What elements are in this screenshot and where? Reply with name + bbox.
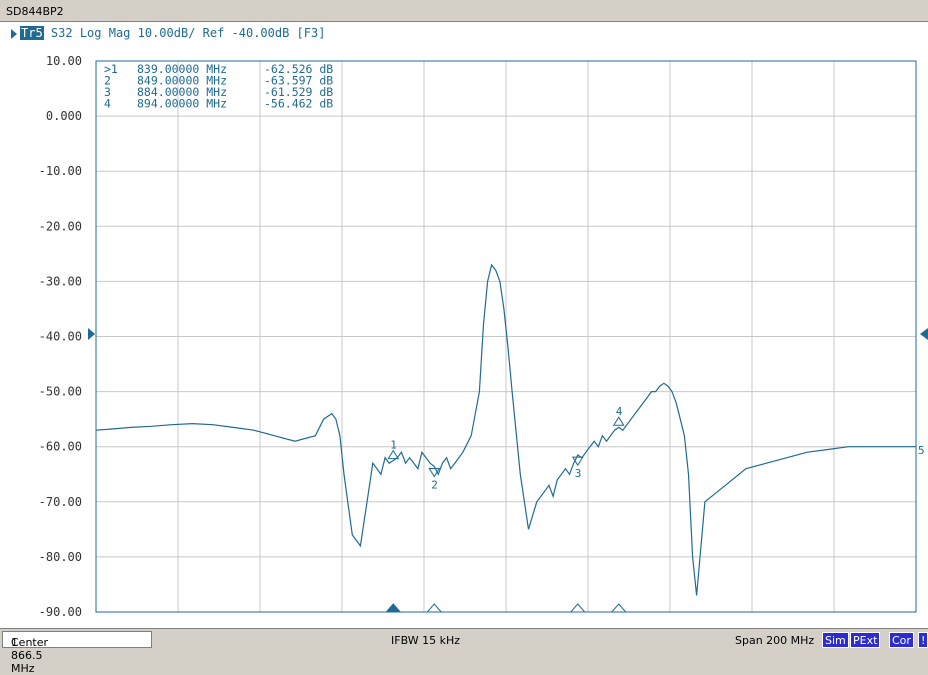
marker-bottom-icon xyxy=(426,603,443,613)
pext-badge[interactable]: PExt xyxy=(850,632,881,648)
y-tick-label: -50.00 xyxy=(39,385,82,399)
cor-badge[interactable]: Cor xyxy=(889,632,914,648)
marker-label: 3 xyxy=(575,467,582,480)
marker-label: 2 xyxy=(431,479,438,492)
chart-area[interactable]: 10.00 0.000 -10.00 -20.00 -30.00 -40.00 -50.00… xyxy=(0,22,928,628)
y-tick-label: -10.00 xyxy=(39,164,82,178)
y-tick-label: -70.00 xyxy=(39,495,82,509)
marker-triangle-icon xyxy=(571,456,584,467)
warning-badge[interactable]: ! xyxy=(918,632,928,648)
trace-header[interactable]: Tr5 S32 Log Mag 10.00dB/ Ref -40.00dB [F… xyxy=(0,26,325,40)
y-tick-label: 0.000 xyxy=(46,109,82,123)
marker-table-value: -63.597 dB xyxy=(264,74,333,88)
y-tick-label: -40.00 xyxy=(39,330,82,344)
y-tick-label: -30.00 xyxy=(39,274,82,288)
y-tick-label: -60.00 xyxy=(39,440,82,454)
center-frequency: Center 866.5 MHz xyxy=(11,636,49,675)
chart-grid xyxy=(96,61,916,612)
marker-table-value: -62.526 dB xyxy=(264,62,333,76)
marker-bottom-icon xyxy=(569,603,586,613)
marker-bottom-indicators xyxy=(385,603,627,613)
marker-table-freq: 894.00000 MHz xyxy=(137,97,227,111)
marker-triangle-icon xyxy=(612,416,625,426)
span-label[interactable]: Span 200 MHz xyxy=(735,634,815,647)
reference-right-icon xyxy=(920,328,928,340)
y-tick-label: -90.00 xyxy=(39,605,82,619)
marker-table-freq: 849.00000 MHz xyxy=(137,74,227,88)
sim-badge[interactable]: Sim xyxy=(822,632,849,648)
marker-label: 1 xyxy=(390,439,397,452)
marker-table-freq: 884.00000 MHz xyxy=(137,85,227,99)
window-title: SD844BP2 xyxy=(6,5,64,18)
active-trace-arrow-icon xyxy=(11,28,17,39)
marker-table-label: >1 xyxy=(104,62,118,76)
reference-left-icon xyxy=(88,328,95,340)
marker-table-value: -56.462 dB xyxy=(264,97,333,111)
chart-frame xyxy=(95,60,917,613)
trace-panel: Tr5 S32 Log Mag 10.00dB/ Ref -40.00dB [F… xyxy=(0,22,928,628)
y-tick-label: -80.00 xyxy=(39,550,82,564)
y-tick-label: 10.00 xyxy=(46,54,82,68)
channel-number: 1 xyxy=(11,636,18,649)
marker-bottom-icon xyxy=(610,603,627,613)
marker-triangle-icon xyxy=(428,468,441,478)
y-tick-labels: 10.00 0.000 -10.00 -20.00 -30.00 -40.00 -50.00… xyxy=(39,54,82,619)
marker-table-freq: 839.00000 MHz xyxy=(137,62,227,76)
y-tick-label: -20.00 xyxy=(39,219,82,233)
channel-center-field[interactable]: 1 Center 866.5 MHz xyxy=(2,631,152,675)
marker-points: 1 2 3 4 xyxy=(387,405,625,492)
marker-table: >1 839.00000 MHz -62.526 dB 2 849.00000 MHz -… xyxy=(104,62,333,111)
trace-line-s32 xyxy=(95,263,916,596)
marker-table-value: -61.529 dB xyxy=(264,85,333,99)
trace-description: S32 Log Mag 10.00dB/ Ref -40.00dB [F3] xyxy=(50,26,326,40)
marker-bottom-icon xyxy=(385,603,402,613)
ifbw-label[interactable]: IFBW 15 kHz xyxy=(391,634,461,647)
marker-table-label: 2 xyxy=(104,74,111,88)
status-bar: 1 Center 866.5 MHz IFBW 15 kHz Span 200 … xyxy=(0,628,928,675)
trace-end-label: 5 xyxy=(918,444,925,457)
trace-id-badge[interactable]: Tr5 xyxy=(20,26,44,40)
marker-table-label: 3 xyxy=(104,85,111,99)
marker-table-label: 4 xyxy=(104,97,111,111)
marker-triangle-icon xyxy=(387,449,400,460)
window-titlebar: SD844BP2 xyxy=(0,0,928,22)
marker-label: 4 xyxy=(616,405,623,418)
